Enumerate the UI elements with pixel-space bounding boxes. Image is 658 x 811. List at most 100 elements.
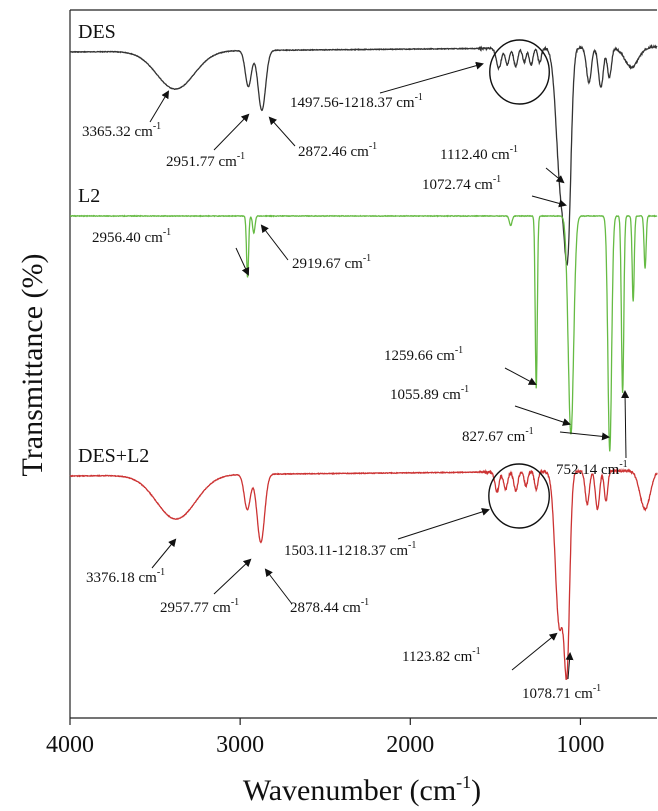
annotation-sup: -1 (153, 121, 161, 132)
annotation-label: 1112.40 cm-1 (440, 144, 518, 163)
annotation-arrow (213, 113, 250, 151)
peak-annotation: 2951.77 cm-1 (166, 113, 250, 170)
peak-annotation: 2872.46 cm-1 (268, 116, 377, 160)
annotation-arrow (268, 116, 296, 147)
peak-annotation: 1078.71 cm-1 (522, 652, 601, 702)
x-axis-title-close: ) (471, 774, 481, 807)
peak-annotation: 1055.89 cm-1 (390, 384, 571, 426)
annotation-sup: -1 (510, 144, 518, 155)
series-label: L2 (78, 185, 100, 207)
annotation-sup: -1 (369, 141, 377, 152)
annotation-value: 2957.77 cm (160, 600, 231, 616)
series-line-l2 (70, 214, 658, 452)
annotation-label: 2872.46 cm-1 (298, 141, 377, 160)
x-tick-label: 3000 (216, 732, 264, 758)
annotation-label: 1055.89 cm-1 (390, 384, 469, 403)
series-label: DES (78, 21, 116, 43)
annotation-sup: -1 (163, 227, 171, 238)
x-axis-title: Wavenumber (cm-1) (243, 772, 481, 807)
annotation-arrow (565, 652, 574, 680)
annotation-value: 1072.74 cm (422, 177, 493, 193)
peak-annotation: 1112.40 cm-1 (440, 144, 565, 184)
annotation-arrow (621, 390, 630, 459)
annotation-label: 1078.71 cm-1 (522, 683, 601, 702)
peak-annotation: 2919.67 cm-1 (260, 224, 371, 272)
series-label: DES+L2 (78, 445, 149, 467)
annotation-value: 2951.77 cm (166, 154, 237, 170)
annotation-value: 827.67 cm (462, 429, 526, 445)
annotation-label: 1259.66 cm-1 (384, 345, 463, 364)
annotation-label: 1123.82 cm-1 (402, 646, 481, 665)
annotation-label: 1072.74 cm-1 (422, 174, 501, 193)
annotation-sup: -1 (415, 92, 423, 103)
peak-annotation: 3365.32 cm-1 (82, 90, 170, 140)
annotation-value: 1259.66 cm (384, 348, 455, 364)
annotation-value: 1503.11-1218.37 cm (284, 543, 408, 559)
annotation-arrow (397, 508, 490, 540)
annotation-arrow (260, 224, 289, 261)
x-tick-layer: 4000 3000 2000 1000 (46, 718, 604, 758)
x-tick-label: 4000 (46, 732, 94, 758)
annotation-sup: -1 (408, 540, 416, 551)
peak-annotation: 1503.11-1218.37 cm-1 (284, 508, 490, 559)
annotation-value: 1123.82 cm (402, 649, 473, 665)
peak-annotation: 752.14 cm-1 (556, 390, 630, 478)
annotation-label: 1497.56-1218.37 cm-1 (290, 92, 423, 111)
annotation-value: 1078.71 cm (522, 686, 593, 702)
annotation-label: 752.14 cm-1 (556, 459, 628, 478)
annotation-sup: -1 (461, 384, 469, 395)
highlight-layer (488, 39, 550, 529)
annotation-arrow (559, 431, 610, 441)
annotation-label: 2919.67 cm-1 (292, 253, 371, 272)
annotation-value: 3376.18 cm (86, 570, 157, 586)
annotation-label: 2957.77 cm-1 (160, 597, 239, 616)
x-axis-title-sup: -1 (456, 772, 471, 792)
peak-annotation: 2878.44 cm-1 (264, 568, 369, 616)
annotation-sup: -1 (363, 253, 371, 264)
annotation-label: 827.67 cm-1 (462, 426, 534, 445)
annotation-value: 2919.67 cm (292, 256, 363, 272)
x-tick-label: 1000 (556, 732, 604, 758)
peak-annotation: 2956.40 cm-1 (92, 227, 250, 276)
annotation-sup: -1 (361, 597, 369, 608)
annotation-arrow (545, 167, 565, 184)
annotation-value: 3365.32 cm (82, 124, 153, 140)
annotation-sup: -1 (472, 646, 480, 657)
annotation-sup: -1 (593, 683, 601, 694)
peak-annotation: 2957.77 cm -1 (160, 558, 252, 616)
annotation-value: 1497.56-1218.37 cm (290, 95, 415, 111)
annotation-value: 2878.44 cm (290, 600, 361, 616)
series-label-layer: DES L2 DES+L2 (78, 21, 149, 467)
annotation-label: 2878.44 cm-1 (290, 597, 369, 616)
annotation-label: 3376.18 cm-1 (86, 567, 165, 586)
peak-annotation: 1123.82 cm-1 (402, 632, 558, 671)
annotation-value: 752.14 cm (556, 462, 620, 478)
peak-annotation: 827.67 cm-1 (462, 426, 610, 445)
annotation-arrow (213, 558, 252, 595)
annotation-arrow (149, 90, 170, 123)
annotation-sup: -1 (525, 426, 533, 437)
annotation-arrow (151, 538, 177, 569)
y-axis-title: Transmittance (%) (16, 253, 49, 476)
peak-annotation: 1259.66 cm-1 (384, 345, 537, 385)
highlight-circle (489, 39, 550, 105)
annotation-arrow (264, 568, 293, 605)
annotation-value: 2872.46 cm (298, 144, 369, 160)
annotation-value: 1112.40 cm (440, 147, 510, 163)
annotation-arrow (514, 405, 571, 426)
annotation-sup: -1 (455, 345, 463, 356)
annotation-label: 2951.77 cm-1 (166, 151, 245, 170)
annotation-label: 3365.32 cm-1 (82, 121, 161, 140)
annotation-sup: -1 (493, 174, 501, 185)
peak-annotation: 1497.56-1218.37 cm-1 (290, 61, 484, 111)
peak-annotation: 1072.74 cm-1 (422, 174, 567, 208)
plot-frame (69, 9, 657, 719)
highlight-circle (488, 463, 550, 529)
annotation-sup: -1 (157, 567, 165, 578)
annotation-arrow (531, 195, 567, 208)
annotation-arrow (511, 632, 558, 671)
x-axis-title-main: Wavenumber (cm (243, 774, 456, 807)
x-tick-label: 2000 (386, 732, 434, 758)
